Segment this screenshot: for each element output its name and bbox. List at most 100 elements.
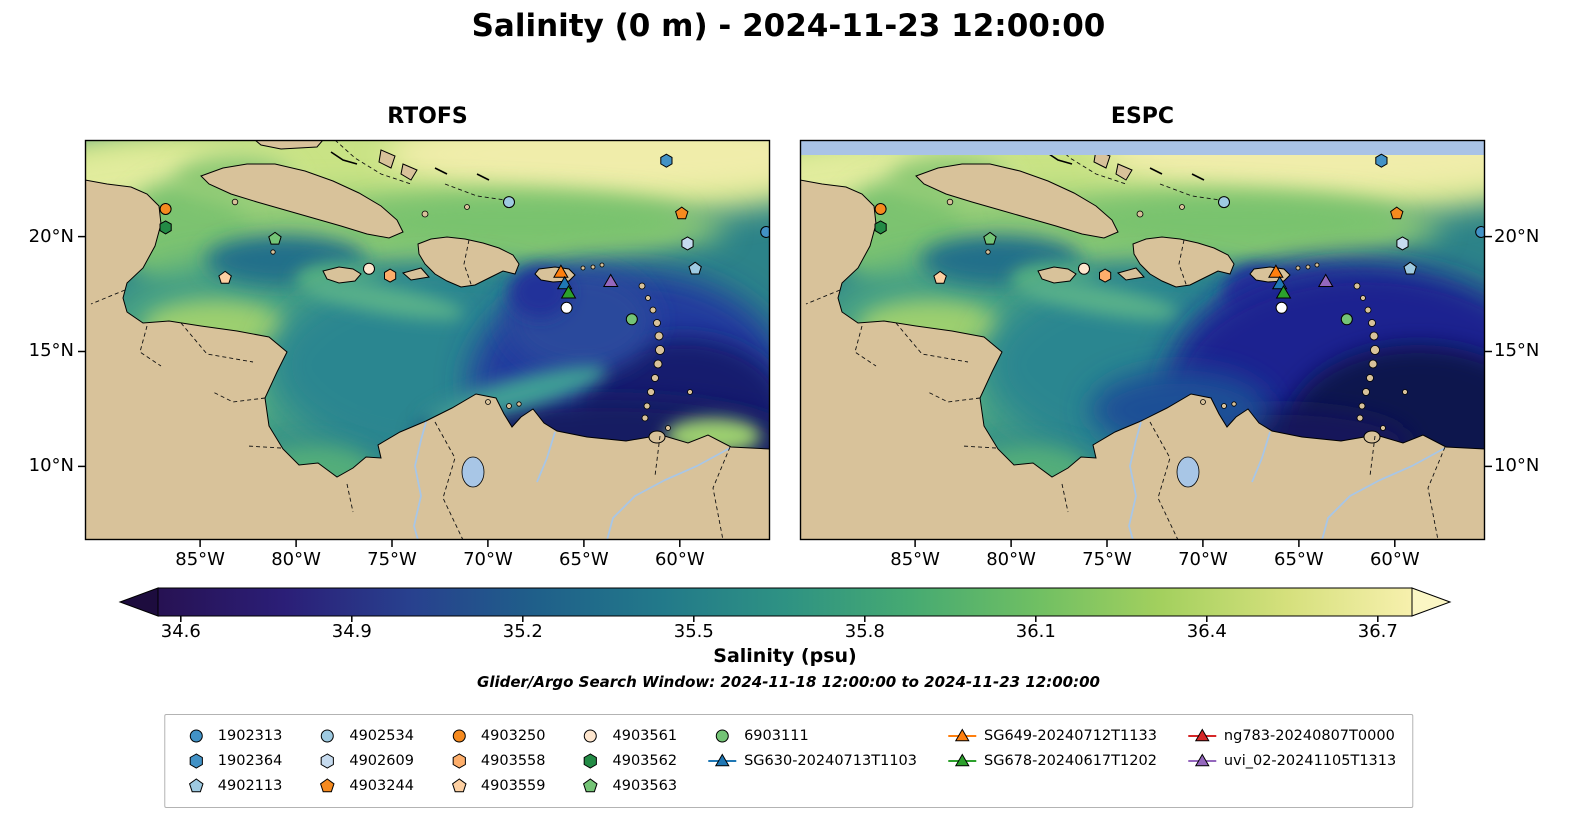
colorbar-tick-label: 36.1 [1015, 621, 1056, 642]
legend-item: SG649-20240712T1133 [947, 725, 1157, 747]
lon-tick-label: 70°W [1178, 549, 1228, 570]
map-markers [159, 153, 770, 326]
map-marker-SG649-20240712T1133 [1268, 264, 1284, 278]
map-marker-4903558 [384, 268, 397, 283]
lat-tick-label: 20°N [1494, 225, 1540, 247]
pentagon-marker-icon [188, 778, 204, 793]
map-markers [874, 153, 1485, 326]
legend-item: SG630-20240713T1103 [707, 750, 917, 772]
glider-marker-icon [948, 753, 977, 767]
legend-item: 4903250 [444, 725, 546, 747]
legend-item-label: uvi_02-20241105T1313 [1223, 753, 1397, 769]
legend-item-label: 4902609 [349, 753, 414, 769]
legend-column: 4903561 4903562 4903563 [576, 725, 678, 797]
legend-item: 4903563 [576, 775, 678, 797]
legend-item: 6903111 [707, 725, 917, 747]
map-marker-4903562 [874, 220, 887, 235]
map-marker-4903561 [363, 262, 375, 275]
legend-item-label: SG678-20240617T1202 [984, 753, 1157, 769]
lat-tick-label: 15°N [28, 340, 74, 362]
map-marker-uvi_02-20241105T1313 [1317, 273, 1334, 287]
lat-tick-label: 15°N [1494, 340, 1540, 362]
legend-item: 4902113 [181, 775, 283, 797]
legend-item-label: 4903558 [480, 753, 546, 769]
lon-tick-label: 75°W [1082, 549, 1132, 570]
map-marker-4902113 [688, 261, 702, 275]
legend-item-label: 4902113 [217, 778, 283, 794]
lat-tick-label: 20°N [28, 225, 74, 247]
map-marker-4903563 [983, 231, 997, 245]
map-marker-4902609 [1396, 236, 1409, 251]
map-marker-unlabeled-float [1275, 301, 1288, 314]
map-marker-6903111 [625, 313, 638, 326]
map-marker-4903562 [159, 220, 172, 235]
map-marker-4903244 [675, 206, 689, 220]
map-marker-4903244 [1390, 206, 1404, 220]
circle-marker-icon [715, 729, 729, 743]
circle-marker-icon [584, 729, 598, 743]
colorbar [118, 587, 1452, 622]
lat-tick-label: 10°N [1494, 455, 1540, 477]
map-marker-4902609 [681, 236, 694, 251]
map-marker-SG649-20240712T1133 [553, 264, 569, 278]
panel-title-espc: ESPC [1110, 104, 1175, 129]
legend-column: 4902534 4902609 4903244 [312, 725, 414, 797]
legend-column: 4903250 4903558 4903559 [444, 725, 546, 797]
search-window-subtitle: Glider/Argo Search Window: 2024-11-18 12… [477, 673, 1100, 691]
legend-item: uvi_02-20241105T1313 [1187, 750, 1396, 772]
legend-item: 4902534 [312, 725, 414, 747]
legend-item-label: 1902313 [217, 728, 283, 744]
legend-item-label: 1902364 [217, 753, 283, 769]
lon-tick-label: 60°W [654, 549, 705, 570]
figure-title: Salinity (0 m) - 2024-11-23 12:00:00 [471, 8, 1106, 44]
lon-tick-label: 60°W [1369, 549, 1420, 570]
colorbar-tick-label: 35.5 [673, 621, 714, 642]
map-marker-SG678-20240617T1202 [560, 285, 577, 299]
circle-marker-icon [452, 729, 466, 743]
lon-tick-label: 75°W [367, 549, 417, 570]
lon-tick-label: 85°W [890, 549, 940, 570]
legend-item-label: SG630-20240713T1103 [744, 753, 918, 769]
map-marker-6903111 [1340, 313, 1353, 326]
legend-item-label: 4903250 [480, 728, 546, 744]
legend-item-label: 4903563 [612, 778, 678, 794]
colorbar-tick-label: 35.8 [844, 621, 885, 642]
legend-item: SG678-20240617T1202 [947, 750, 1157, 772]
legend-item-label: 4903244 [349, 778, 414, 794]
glider-marker-icon [1187, 728, 1216, 742]
legend-item: 4903559 [444, 775, 546, 797]
legend-item-label: ng783-20240807T0000 [1223, 728, 1395, 744]
map-marker-1902313 [1475, 226, 1485, 238]
glider-marker-icon [948, 728, 977, 742]
map-marker-4903563 [268, 231, 282, 245]
legend-column: ng783-20240807T0000 uvi_02-20241105T1313 [1187, 725, 1396, 797]
legend-item: 1902313 [181, 725, 283, 747]
legend-item: 4903244 [312, 775, 414, 797]
map-marker-1902364 [660, 153, 673, 168]
legend-box: 1902313 1902364 4902113 4902534 4902609 49032… [163, 714, 1414, 808]
map-marker-4903559 [218, 270, 232, 284]
map-marker-4903561 [1078, 262, 1090, 275]
circle-marker-icon [189, 729, 203, 743]
circle-marker-icon [320, 729, 334, 743]
map-marker-4903559 [933, 270, 947, 284]
map-marker-4902534 [1218, 196, 1230, 209]
colorbar-tick-label: 35.2 [502, 621, 543, 642]
colorbar-tick-label: 34.6 [160, 621, 201, 642]
hexagon-marker-icon [452, 753, 466, 769]
glider-marker-icon [1187, 753, 1216, 767]
map-marker-4902113 [1403, 261, 1417, 275]
map-rtofs [78, 139, 771, 547]
colorbar-tick-label: 34.9 [331, 621, 372, 642]
lon-tick-label: 80°W [271, 549, 321, 570]
pentagon-marker-icon [583, 778, 598, 793]
map-marker-SG678-20240617T1202 [1275, 285, 1292, 299]
pentagon-marker-icon [320, 778, 335, 793]
map-marker-4902534 [503, 196, 515, 209]
legend-item-label: 4903561 [612, 728, 678, 744]
pentagon-marker-icon [451, 778, 467, 793]
legend-item: 4903558 [444, 750, 546, 772]
map-marker-unlabeled-float [560, 301, 573, 314]
lon-tick-label: 70°W [463, 549, 513, 570]
legend-item: 1902364 [181, 750, 283, 772]
